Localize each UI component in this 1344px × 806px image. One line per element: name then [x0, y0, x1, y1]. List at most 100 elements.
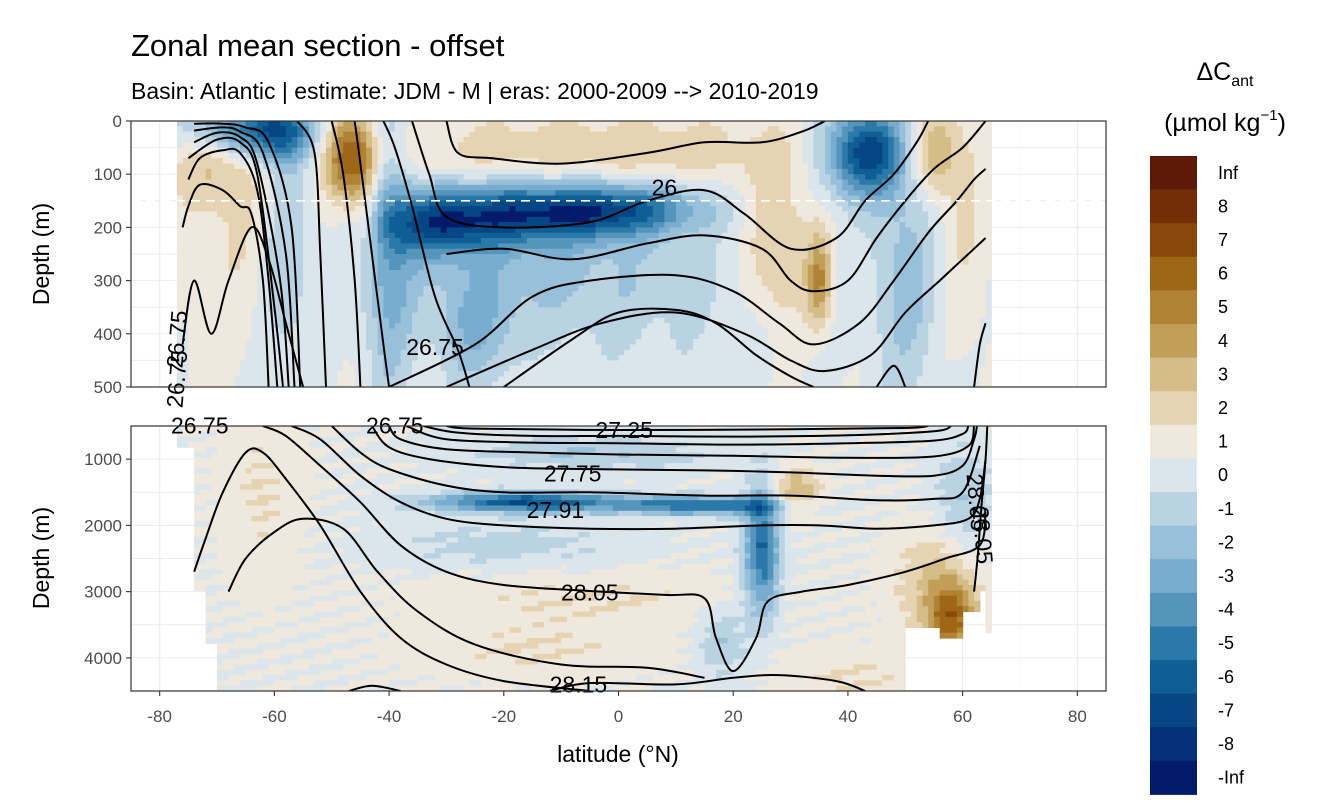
field-cell — [303, 222, 327, 228]
isopycnal-line — [181, 226, 305, 387]
field-cell — [974, 163, 992, 170]
field-cell — [773, 606, 780, 613]
field-cell — [589, 606, 620, 613]
field-cell — [262, 227, 275, 234]
field-cell — [245, 232, 264, 239]
field-cell — [842, 484, 878, 491]
field-cell — [303, 195, 316, 202]
field-cell — [366, 344, 379, 351]
field-cell — [842, 195, 860, 202]
field-cell — [394, 365, 413, 372]
field-cell — [807, 254, 815, 260]
field-cell — [371, 232, 379, 239]
field-cell — [245, 669, 287, 676]
field-cell — [813, 675, 843, 681]
field-cell — [492, 574, 734, 581]
field-cell — [842, 606, 866, 613]
field-cell — [314, 126, 321, 133]
field-cell — [675, 174, 752, 181]
field-cell — [962, 585, 975, 591]
field-cell — [194, 463, 253, 469]
field-cell — [945, 301, 987, 308]
field-cell — [899, 344, 912, 351]
field-cell — [911, 147, 918, 154]
field-cell — [377, 349, 402, 356]
field-cell — [274, 195, 304, 202]
field-cell — [566, 542, 711, 549]
field-cell — [796, 574, 832, 581]
field-cell — [876, 264, 895, 271]
field-cell — [394, 126, 407, 133]
field-cell — [945, 285, 987, 292]
field-cell — [750, 563, 757, 570]
field-cell — [268, 200, 275, 207]
field-cell — [916, 158, 923, 165]
field-cell — [779, 505, 786, 512]
field-cell — [429, 206, 511, 212]
field-cell — [842, 510, 878, 517]
field-cell — [205, 632, 224, 639]
field-cell — [790, 174, 809, 181]
field-cell — [303, 291, 362, 298]
field-cell — [205, 606, 224, 613]
field-cell — [974, 179, 992, 186]
field-cell — [584, 643, 602, 650]
field-cell — [440, 285, 470, 292]
field-cell — [326, 537, 413, 544]
field-cell — [721, 616, 774, 623]
field-cell — [176, 307, 253, 314]
field-cell — [985, 622, 992, 628]
field-cell — [435, 675, 637, 681]
field-cell — [314, 158, 321, 165]
field-cell — [721, 238, 740, 244]
field-cell — [498, 516, 528, 522]
field-cell — [962, 126, 992, 133]
field-cell — [916, 147, 923, 154]
field-cell — [888, 126, 895, 133]
field-cell — [830, 328, 878, 335]
field-cell — [314, 611, 344, 618]
contour-label: 27.75 — [544, 461, 602, 487]
field-cell — [825, 158, 832, 165]
field-cell — [807, 168, 820, 175]
field-cell — [366, 152, 373, 159]
field-cell — [589, 126, 608, 133]
field-cell — [343, 611, 396, 618]
field-cell — [756, 590, 774, 597]
field-cell — [251, 147, 264, 154]
field-cell — [974, 339, 992, 345]
field-cell — [985, 500, 992, 507]
field-cell — [360, 653, 379, 660]
field-cell — [882, 365, 923, 372]
field-cell — [234, 381, 338, 387]
field-cell — [343, 121, 356, 127]
field-cell — [457, 142, 792, 149]
field-cell — [371, 355, 384, 361]
field-cell — [738, 643, 792, 650]
field-cell — [463, 211, 482, 218]
field-cell — [257, 659, 293, 666]
field-cell — [383, 360, 402, 367]
field-cell — [377, 190, 384, 197]
field-cell — [652, 248, 717, 255]
field-cell — [509, 500, 528, 507]
field-cell — [578, 121, 620, 127]
field-cell — [830, 301, 837, 308]
legend-label: -6 — [1218, 667, 1234, 687]
field-cell — [176, 222, 230, 228]
field-cell — [561, 510, 591, 517]
field-cell — [933, 184, 975, 191]
field-cell — [893, 291, 924, 298]
field-cell — [802, 537, 837, 544]
field-cell — [538, 590, 585, 597]
legend-label: 0 — [1218, 465, 1228, 485]
field-cell — [985, 312, 992, 319]
field-cell — [446, 537, 459, 544]
field-cell — [297, 675, 338, 681]
field-cell — [612, 200, 648, 207]
field-cell — [905, 622, 924, 628]
field-cell — [348, 190, 356, 197]
field-cell — [257, 643, 287, 650]
field-cell — [188, 381, 235, 387]
